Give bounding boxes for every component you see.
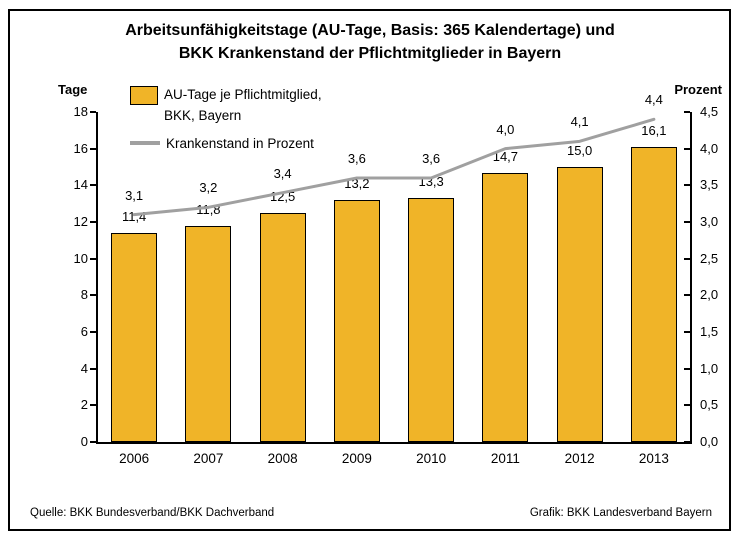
bar-swatch-icon [130,86,158,105]
year-label-2009: 2009 [341,451,372,466]
right-axis-line [690,112,692,444]
bar-value-label-2008: 12,5 [269,188,296,204]
left-axis-tick [90,184,96,187]
line-value-label-2011: 4,0 [496,121,515,137]
line-value-label-2009: 3,6 [347,151,366,166]
right-axis-title: Prozent [674,82,722,97]
bar-2007 [185,225,232,442]
right-axis-tick [684,294,690,297]
right-axis-tick [684,147,690,150]
line-value-label-2008: 3,4 [273,165,292,181]
right-axis-tick-label: 4,5 [700,104,719,119]
line-value-label-2007: 3,2 [199,180,218,196]
left-axis-tick [90,257,96,260]
left-axis-tick [90,404,96,407]
left-axis-tick-label: 8 [80,287,88,303]
right-axis-tick [684,221,690,223]
bar-2006 [111,233,158,442]
credit-note: Grafik: BKK Landesverband Bayern [529,507,712,519]
left-axis-tick-label: 6 [80,324,88,339]
right-axis-tick-label: 1,5 [700,324,719,339]
right-axis-tick [684,184,690,187]
right-axis-tick [684,441,690,443]
bar-value-label-2012: 15,0 [566,143,593,158]
left-axis-tick [90,367,96,370]
bar-2013 [630,146,677,442]
source-note: Quelle: BKK Bundesverband/BKK Dachverban… [30,507,275,519]
bar-2012 [556,167,603,442]
chart-title-line2: BKK Krankenstand der Pflichtmitglieder i… [178,45,562,62]
bar-2009 [333,200,380,442]
bar-value-label-2010: 13,3 [418,174,444,190]
x-axis-line [96,442,692,444]
left-axis-tick [90,111,96,113]
right-axis-tick [684,331,690,333]
right-axis-tick [684,404,690,407]
right-axis-tick-label: 3,0 [700,214,719,229]
bar-2011 [482,172,529,442]
right-axis-tick [684,367,690,370]
left-axis-tick-label: 10 [73,250,88,266]
right-axis-tick [684,111,690,113]
year-label-2006: 2006 [119,451,150,466]
left-axis-tick-label: 12 [73,214,88,229]
left-axis-tick [90,147,96,150]
bar-value-label-2011: 14,7 [492,148,519,164]
left-axis-tick [90,294,96,297]
right-axis-tick-label: 3,5 [700,177,719,193]
year-label-2012: 2012 [564,451,595,466]
right-axis-tick [684,257,690,260]
left-axis-line [96,112,98,444]
right-axis-tick-label: 0,0 [700,434,719,449]
bar-2008 [259,212,306,442]
left-axis-tick [90,331,96,333]
chart-frame [8,9,731,531]
right-axis-tick-label: 2,0 [700,287,719,303]
line-value-label-2013: 4,4 [644,92,663,108]
bar-2010 [408,198,455,442]
right-axis-tick-label: 2,5 [700,250,719,266]
left-axis-tick-label: 2 [80,397,88,413]
left-axis-tick-label: 18 [73,104,88,119]
line-value-label-2012: 4,1 [570,114,589,130]
right-axis-tick-label: 0,5 [700,397,719,413]
left-axis-tick [90,441,96,443]
left-axis-title: Tage [58,82,88,97]
line-value-label-2010: 3,6 [422,151,441,166]
bar-value-label-2006: 11,4 [121,209,147,224]
bar-value-label-2007: 11,8 [196,201,221,217]
right-axis-tick-label: 1,0 [700,360,719,376]
left-axis-tick-label: 4 [80,360,88,376]
line-value-label-2006: 3,1 [125,187,144,203]
left-axis-tick-label: 0 [80,434,88,449]
right-axis-tick-label: 4,0 [700,140,719,156]
bar-value-label-2013: 16,1 [641,122,667,138]
bar-value-label-2009: 13,2 [344,176,370,191]
year-label-2010: 2010 [416,451,447,466]
year-label-2008: 2008 [267,451,298,466]
left-axis-tick-label: 14 [73,177,88,193]
year-label-2007: 2007 [193,451,224,466]
left-axis-tick-label: 16 [73,140,88,156]
year-label-2011: 2011 [490,451,520,466]
year-label-2013: 2013 [638,451,669,466]
chart-title-line1: Arbeitsunfähigkeitstage (AU-Tage, Basis:… [125,22,615,39]
left-axis-tick [90,221,96,223]
chart-title: Arbeitsunfähigkeitstage (AU-Tage, Basis:… [0,19,740,65]
